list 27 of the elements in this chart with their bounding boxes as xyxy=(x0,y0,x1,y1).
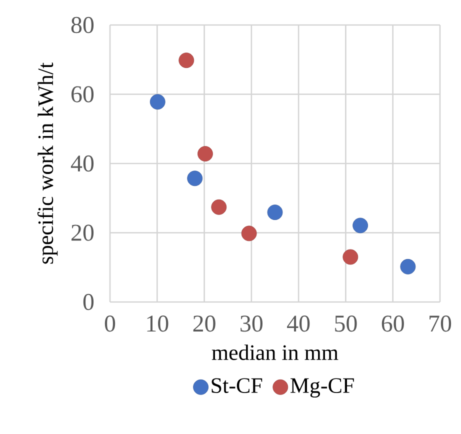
x-tick-label: 70 xyxy=(430,316,452,332)
x-tick-label: 40 xyxy=(287,316,310,332)
y-tick-label: 60 xyxy=(72,86,94,102)
point xyxy=(400,258,416,274)
x-tick-label: 20 xyxy=(193,316,216,332)
y-tick-label: 40 xyxy=(70,155,94,172)
point xyxy=(150,94,166,110)
x-tick-label: 60 xyxy=(382,316,404,332)
y-axis-title: specific work in kWh/t xyxy=(37,62,58,264)
point xyxy=(241,226,257,242)
point xyxy=(187,170,203,186)
point xyxy=(342,249,358,265)
x-tick-label: 30 xyxy=(240,316,263,332)
legend-label: Mg-CF xyxy=(290,378,354,398)
point xyxy=(267,204,283,220)
x-axis-title: median in mm xyxy=(212,344,338,360)
point xyxy=(211,199,227,215)
y-tick-label: 0 xyxy=(83,294,94,310)
y-tick-label: 80 xyxy=(71,16,94,34)
y-tick-label: 20 xyxy=(72,224,94,241)
point xyxy=(198,146,213,162)
x-tick-label: 10 xyxy=(147,316,168,332)
legend-label: St-CF xyxy=(212,378,262,393)
x-tick-label: 0 xyxy=(104,316,116,332)
point xyxy=(352,218,368,234)
point xyxy=(178,52,194,68)
x-tick-label: 50 xyxy=(335,316,357,332)
